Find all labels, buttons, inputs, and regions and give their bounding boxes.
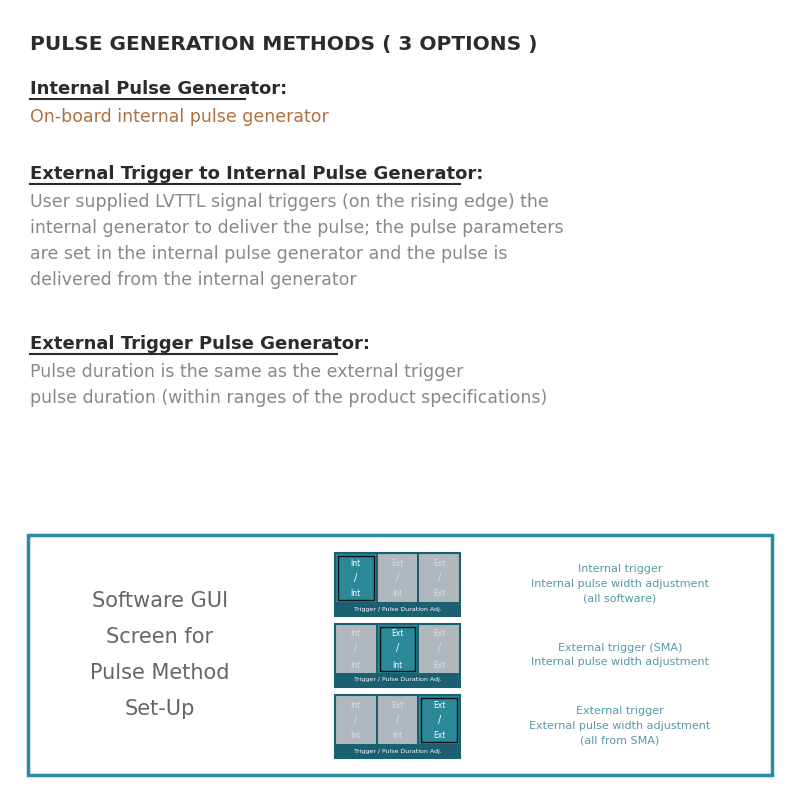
- Text: Ext: Ext: [433, 630, 446, 638]
- Bar: [335, 553, 460, 615]
- Text: delivered from the internal generator: delivered from the internal generator: [30, 271, 357, 289]
- Bar: [335, 602, 460, 615]
- Text: Int: Int: [350, 630, 361, 638]
- Text: /: /: [438, 714, 441, 725]
- Text: Pulse duration is the same as the external trigger: Pulse duration is the same as the extern…: [30, 363, 463, 381]
- Text: External Trigger to Internal Pulse Generator:: External Trigger to Internal Pulse Gener…: [30, 165, 483, 183]
- Bar: [378, 695, 418, 743]
- Text: Int: Int: [350, 731, 361, 741]
- Text: /: /: [438, 573, 441, 582]
- Bar: [378, 554, 418, 602]
- Text: Int: Int: [350, 661, 361, 670]
- Text: Internal trigger
Internal pulse width adjustment
(all software): Internal trigger Internal pulse width ad…: [531, 564, 709, 604]
- Bar: [336, 625, 376, 673]
- Text: Int: Int: [350, 701, 361, 710]
- Text: Ext: Ext: [391, 701, 404, 710]
- Bar: [336, 695, 376, 743]
- Text: On-board internal pulse generator: On-board internal pulse generator: [30, 108, 329, 126]
- Bar: [419, 695, 459, 743]
- Text: User supplied LVTTL signal triggers (on the rising edge) the: User supplied LVTTL signal triggers (on …: [30, 193, 549, 211]
- Bar: [380, 626, 415, 670]
- Text: pulse duration (within ranges of the product specifications): pulse duration (within ranges of the pro…: [30, 389, 547, 407]
- Text: Trigger / Pulse Duration Adj.: Trigger / Pulse Duration Adj.: [354, 749, 442, 754]
- Text: Ext: Ext: [433, 701, 446, 710]
- Bar: [335, 553, 460, 615]
- Text: Ext: Ext: [433, 661, 446, 670]
- Text: External trigger (SMA)
Internal pulse width adjustment: External trigger (SMA) Internal pulse wi…: [531, 642, 709, 667]
- FancyBboxPatch shape: [28, 535, 772, 775]
- Bar: [335, 623, 460, 686]
- Bar: [335, 674, 460, 686]
- Text: Ext: Ext: [433, 590, 446, 598]
- Text: Trigger / Pulse Duration Adj.: Trigger / Pulse Duration Adj.: [354, 606, 442, 611]
- Bar: [335, 623, 460, 686]
- Text: Ext: Ext: [433, 558, 446, 567]
- Text: PULSE GENERATION METHODS ( 3 OPTIONS ): PULSE GENERATION METHODS ( 3 OPTIONS ): [30, 35, 538, 54]
- Bar: [335, 745, 460, 758]
- Text: Internal Pulse Generator:: Internal Pulse Generator:: [30, 80, 287, 98]
- Text: Ext: Ext: [391, 558, 404, 567]
- Text: Int: Int: [350, 558, 361, 567]
- Bar: [378, 625, 418, 673]
- Text: Int: Int: [392, 590, 402, 598]
- Bar: [335, 694, 460, 758]
- Text: /: /: [396, 714, 399, 725]
- Text: /: /: [354, 714, 358, 725]
- Text: /: /: [396, 573, 399, 582]
- Bar: [422, 698, 457, 742]
- Text: internal generator to deliver the pulse; the pulse parameters: internal generator to deliver the pulse;…: [30, 219, 564, 237]
- Text: Ext: Ext: [433, 731, 446, 741]
- Text: Int: Int: [350, 590, 361, 598]
- Bar: [419, 625, 459, 673]
- Text: External trigger
External pulse width adjustment
(all from SMA): External trigger External pulse width ad…: [530, 706, 710, 746]
- Text: Int: Int: [392, 731, 402, 741]
- Bar: [338, 555, 374, 599]
- Text: Software GUI
Screen for
Pulse Method
Set-Up: Software GUI Screen for Pulse Method Set…: [90, 591, 230, 719]
- Text: are set in the internal pulse generator and the pulse is: are set in the internal pulse generator …: [30, 245, 507, 263]
- Text: /: /: [354, 643, 358, 654]
- Bar: [335, 694, 460, 758]
- Text: Int: Int: [392, 661, 402, 670]
- Text: /: /: [354, 573, 358, 582]
- Text: /: /: [438, 643, 441, 654]
- Text: /: /: [396, 643, 399, 654]
- Bar: [336, 554, 376, 602]
- Bar: [419, 554, 459, 602]
- Text: Ext: Ext: [391, 630, 404, 638]
- Text: External Trigger Pulse Generator:: External Trigger Pulse Generator:: [30, 335, 370, 353]
- Text: Trigger / Pulse Duration Adj.: Trigger / Pulse Duration Adj.: [354, 678, 442, 682]
